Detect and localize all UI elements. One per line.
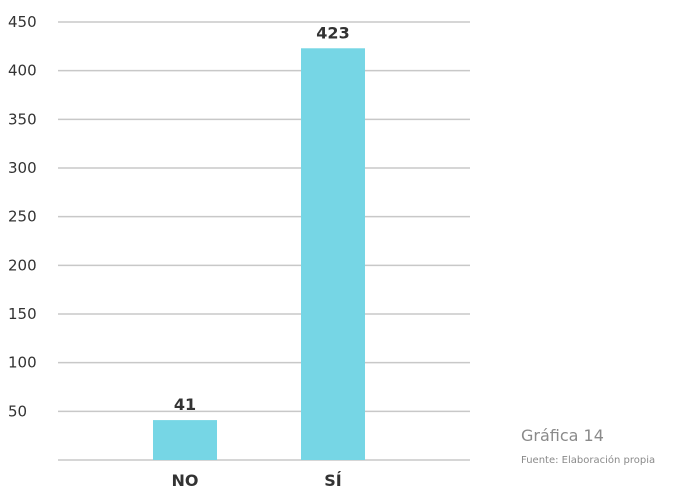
y-tick-label: 450 — [8, 13, 37, 31]
bar — [301, 48, 365, 460]
bars — [153, 48, 365, 460]
y-tick-label: 200 — [8, 256, 37, 274]
y-tick-label: 300 — [8, 159, 37, 177]
y-axis-tick-labels: 50 100 150 200 250 300 350 400 450 — [8, 13, 37, 420]
x-axis-tick-labels: NO SÍ — [172, 471, 342, 490]
x-tick-label: NO — [172, 471, 199, 490]
y-tick-label: 50 — [8, 402, 27, 420]
y-tick-label: 350 — [8, 110, 37, 128]
data-labels: 41 423 — [174, 23, 350, 414]
y-tick-label: 150 — [8, 305, 37, 323]
data-label: 423 — [316, 23, 349, 42]
chart-caption-title: Gráfica 14 — [521, 426, 604, 445]
gridlines — [58, 21, 470, 461]
y-tick-label: 400 — [8, 62, 37, 80]
bar — [153, 420, 217, 460]
x-tick-label: SÍ — [324, 471, 342, 490]
chart-caption-source: Fuente: Elaboración propia — [521, 455, 656, 466]
data-label: 41 — [174, 395, 196, 414]
y-tick-label: 250 — [8, 208, 37, 226]
y-tick-label: 100 — [8, 354, 37, 372]
